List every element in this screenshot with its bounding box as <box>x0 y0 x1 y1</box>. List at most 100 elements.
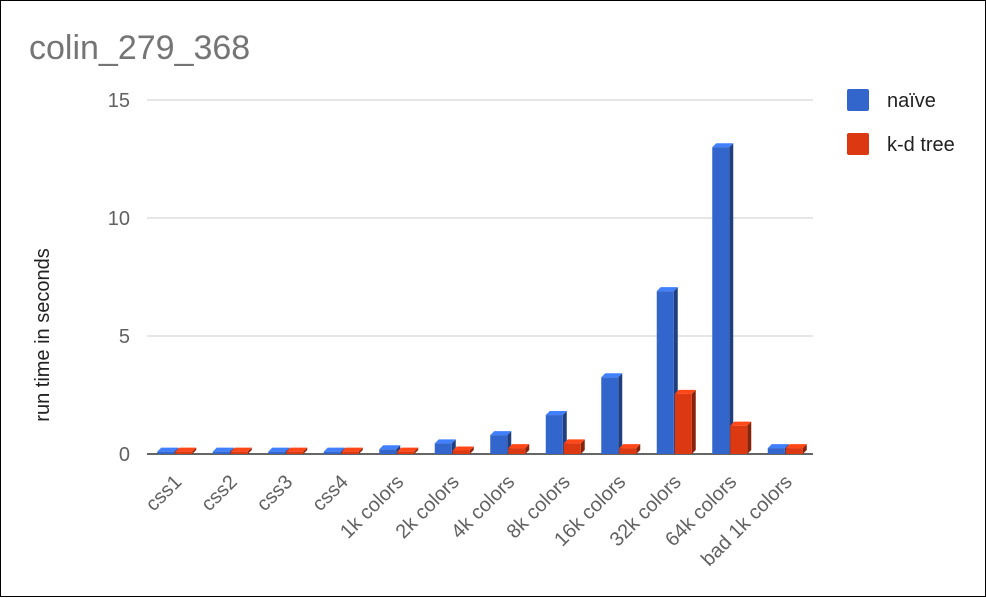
bar-kd-tree <box>619 444 641 454</box>
bar-side <box>802 444 807 454</box>
bar-naive <box>601 373 623 454</box>
bar-kd-tree <box>785 444 807 454</box>
y-tick-label: 10 <box>108 208 130 230</box>
bar-side <box>747 421 752 454</box>
bar-top <box>656 287 678 292</box>
bar-front <box>212 451 230 454</box>
chart-title: colin_279_368 <box>29 29 250 67</box>
bar-side <box>247 447 252 454</box>
bar-front <box>508 448 526 454</box>
bar-side <box>303 447 308 454</box>
bar-side <box>525 444 530 454</box>
bar-naive <box>656 287 678 454</box>
bar-top <box>286 447 308 452</box>
bar-top <box>397 447 419 452</box>
bar-side <box>358 447 363 454</box>
bars <box>157 143 807 454</box>
x-category-label: css2 <box>197 471 242 516</box>
bar-kd-tree <box>230 447 252 454</box>
bar-top <box>452 446 474 451</box>
bar-top <box>563 439 585 444</box>
bar-top <box>767 444 789 449</box>
bar-naive <box>545 411 567 454</box>
y-tick-label: 5 <box>119 326 130 348</box>
bar-front <box>674 393 692 454</box>
bar-kd-tree <box>508 444 530 454</box>
bar-front <box>490 435 508 454</box>
bar-front <box>730 425 748 454</box>
bar-naive <box>712 143 734 454</box>
bar-front <box>563 443 581 454</box>
bar-side <box>192 447 197 454</box>
bar-kd-tree <box>674 389 696 454</box>
bar-side <box>636 444 641 454</box>
bar-naive <box>434 439 456 454</box>
bar-top <box>674 389 696 394</box>
bar-front <box>767 448 785 454</box>
bar-naive <box>490 431 512 454</box>
bar-top <box>712 143 734 148</box>
bar-top <box>157 447 179 452</box>
y-tick-label: 15 <box>108 90 130 112</box>
bar-kd-tree <box>341 447 363 454</box>
bar-top <box>508 444 530 449</box>
bar-front <box>323 451 341 454</box>
legend-label: k-d tree <box>887 134 955 156</box>
bar-front <box>712 147 730 454</box>
bar-top <box>490 431 512 436</box>
bar-top <box>730 421 752 426</box>
bar-top <box>619 444 641 449</box>
legend-item: k-d tree <box>847 133 955 156</box>
bar-top <box>212 447 234 452</box>
legend-label: naïve <box>887 90 936 112</box>
bar-front <box>397 451 415 454</box>
bar-top <box>323 447 345 452</box>
y-tick-label: 0 <box>119 444 130 466</box>
bar-top <box>545 411 567 416</box>
bar-top <box>268 447 290 452</box>
y-axis-label: run time in seconds <box>32 248 54 421</box>
bar-front <box>452 450 470 454</box>
bar-kd-tree <box>397 447 419 454</box>
bar-front <box>175 451 193 454</box>
bar-naive <box>323 447 345 454</box>
bar-kd-tree <box>452 446 474 454</box>
bar-front <box>434 443 452 454</box>
bar-side <box>469 446 474 454</box>
x-category-label: css4 <box>308 471 353 516</box>
bar-front <box>656 291 674 454</box>
bar-naive <box>268 447 290 454</box>
bar-top <box>379 445 401 450</box>
bar-front <box>230 451 248 454</box>
legend: naïve k-d tree <box>847 89 955 156</box>
bar-kd-tree <box>175 447 197 454</box>
bar-kd-tree <box>730 421 752 454</box>
gridlines <box>147 99 813 455</box>
x-category-label: css1 <box>142 471 187 516</box>
bar-front <box>601 377 619 454</box>
bar-front <box>286 451 304 454</box>
bar-side <box>691 389 696 454</box>
bar-side <box>618 373 623 454</box>
bar-front <box>379 449 397 454</box>
bar-kd-tree <box>563 439 585 454</box>
bar-top <box>175 447 197 452</box>
bar-top <box>230 447 252 452</box>
bar-kd-tree <box>286 447 308 454</box>
bar-naive <box>379 445 401 454</box>
legend-swatch <box>847 133 869 155</box>
bar-side <box>729 143 734 454</box>
bar-top <box>785 444 807 449</box>
legend-item: naïve <box>847 89 936 112</box>
bar-side <box>414 447 419 454</box>
bar-front <box>268 451 286 454</box>
x-category-label: css3 <box>253 471 298 516</box>
bar-front <box>341 451 359 454</box>
bar-naive <box>767 444 789 454</box>
bar-front <box>619 448 637 454</box>
bar-front <box>785 448 803 454</box>
bar-naive <box>157 447 179 454</box>
